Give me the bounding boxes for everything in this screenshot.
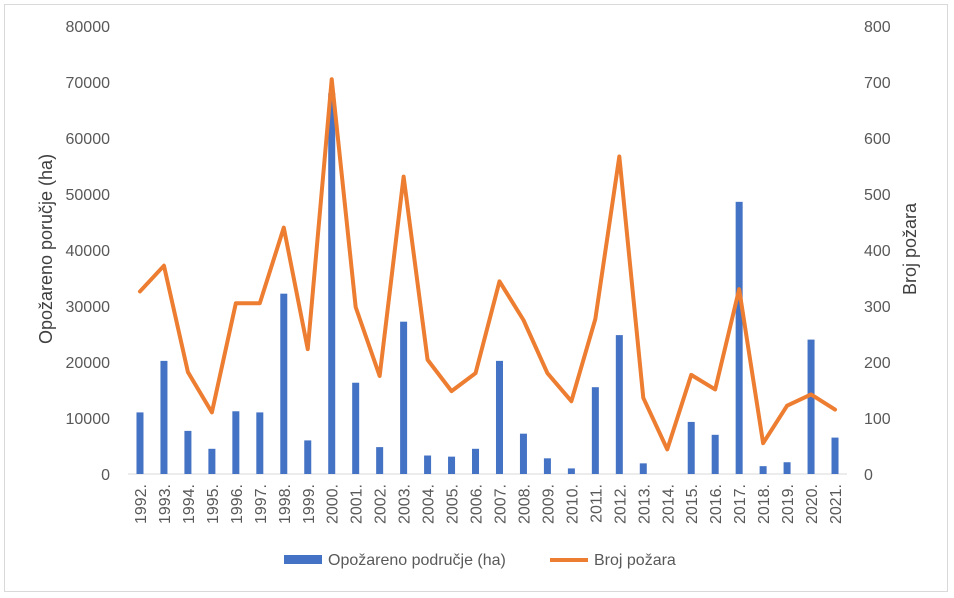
right-tick-label: 100 — [864, 411, 891, 428]
x-tick-label: 2006. — [469, 484, 486, 524]
left-tick-label: 40000 — [66, 243, 111, 260]
left-axis-ticks: 0 10000 20000 30000 40000 50000 60000 70000 8000… — [66, 19, 111, 484]
left-tick-label: 80000 — [66, 19, 111, 36]
bar-2016 — [711, 434, 719, 474]
left-tick-label: 0 — [101, 467, 110, 484]
right-tick-label: 700 — [864, 75, 891, 92]
bar-2020 — [807, 339, 815, 474]
x-axis-ticks: 1992. 1993. 1994. 1995. 1996. 1997. 1998. 1999.… — [133, 484, 845, 524]
chart-frame — [4, 4, 948, 592]
bar-2017 — [735, 201, 743, 474]
bar-2003 — [400, 321, 408, 474]
bar-1993 — [160, 360, 168, 474]
right-tick-label: 400 — [864, 243, 891, 260]
right-axis-title: Broj požara — [900, 202, 920, 295]
x-tick-label: 2012. — [612, 484, 629, 524]
legend-bar-swatch — [284, 555, 322, 564]
bar-2019 — [783, 462, 791, 474]
x-tick-label: 2021. — [828, 484, 845, 524]
x-tick-label: 2010. — [564, 484, 581, 524]
x-tick-label: 2018. — [756, 484, 773, 524]
x-tick-label: 1996. — [229, 484, 246, 524]
bar-2006 — [472, 448, 480, 474]
bar-1996 — [232, 411, 240, 474]
x-tick-label: 1994. — [181, 484, 198, 524]
x-tick-label: 2019. — [780, 484, 797, 524]
bar-1998 — [280, 293, 288, 474]
bar-2013 — [639, 463, 647, 474]
x-tick-label: 2011. — [588, 484, 605, 523]
x-tick-label: 2003. — [397, 484, 414, 524]
x-tick-label: 2005. — [445, 484, 462, 524]
left-tick-label: 10000 — [66, 411, 111, 428]
bar-1995 — [208, 448, 216, 474]
bar-2005 — [448, 456, 456, 474]
x-tick-label: 2013. — [636, 484, 653, 524]
bar-1994 — [184, 430, 192, 474]
right-tick-label: 0 — [864, 467, 873, 484]
bar-2007 — [495, 360, 503, 474]
right-tick-label: 300 — [864, 299, 891, 316]
x-tick-label: 2008. — [516, 484, 533, 524]
x-tick-label: 1998. — [277, 484, 294, 524]
left-tick-label: 60000 — [66, 131, 111, 148]
x-tick-label: 2020. — [804, 484, 821, 524]
right-tick-label: 800 — [864, 19, 891, 36]
bar-2000 — [328, 93, 336, 474]
bar-2009 — [543, 458, 551, 474]
bar-2004 — [424, 455, 432, 474]
x-tick-label: 2002. — [373, 484, 390, 524]
bar-2021 — [831, 437, 839, 474]
bar-2012 — [615, 335, 623, 474]
x-tick-label: 2007. — [492, 484, 509, 524]
left-tick-label: 50000 — [66, 187, 111, 204]
bar-1997 — [256, 412, 264, 474]
x-tick-label: 1999. — [301, 484, 318, 524]
bar-2015 — [687, 421, 695, 474]
x-tick-label: 2015. — [684, 484, 701, 524]
x-tick-label: 2009. — [540, 484, 557, 524]
bar-1992 — [136, 412, 144, 474]
x-tick-label: 2001. — [349, 484, 366, 524]
legend-bar-label: Opožareno područje (ha) — [328, 552, 506, 569]
x-tick-label: 2000. — [325, 484, 342, 524]
right-axis-ticks: 0 100 200 300 400 500 600 700 800 — [864, 19, 891, 484]
x-tick-label: 2017. — [732, 484, 749, 524]
right-tick-label: 200 — [864, 355, 891, 372]
line-series-broj-pozara — [137, 77, 838, 452]
bar-2002 — [376, 447, 384, 474]
bar-1999 — [304, 440, 312, 474]
bar-series — [136, 93, 839, 474]
bar-2010 — [567, 468, 575, 474]
right-tick-label: 500 — [864, 187, 891, 204]
right-tick-label: 600 — [864, 131, 891, 148]
bar-2001 — [352, 382, 360, 474]
left-tick-label: 20000 — [66, 355, 111, 372]
x-tick-label: 1992. — [133, 484, 150, 524]
bar-2008 — [519, 433, 527, 474]
left-tick-label: 70000 — [66, 75, 111, 92]
x-tick-label: 1997. — [253, 484, 270, 524]
left-tick-label: 30000 — [66, 299, 111, 316]
x-tick-label: 2014. — [660, 484, 677, 524]
x-tick-label: 2004. — [421, 484, 438, 524]
left-axis-title: Opožareno poručje (ha) — [36, 154, 56, 344]
x-tick-label: 1995. — [205, 484, 222, 524]
bar-2018 — [759, 466, 767, 474]
bar-2011 — [591, 387, 599, 474]
x-tick-label: 1993. — [157, 484, 174, 524]
legend: Opožareno područje (ha) Broj požara — [284, 552, 676, 569]
legend-line-label: Broj požara — [594, 552, 676, 569]
x-tick-label: 2016. — [708, 484, 725, 524]
